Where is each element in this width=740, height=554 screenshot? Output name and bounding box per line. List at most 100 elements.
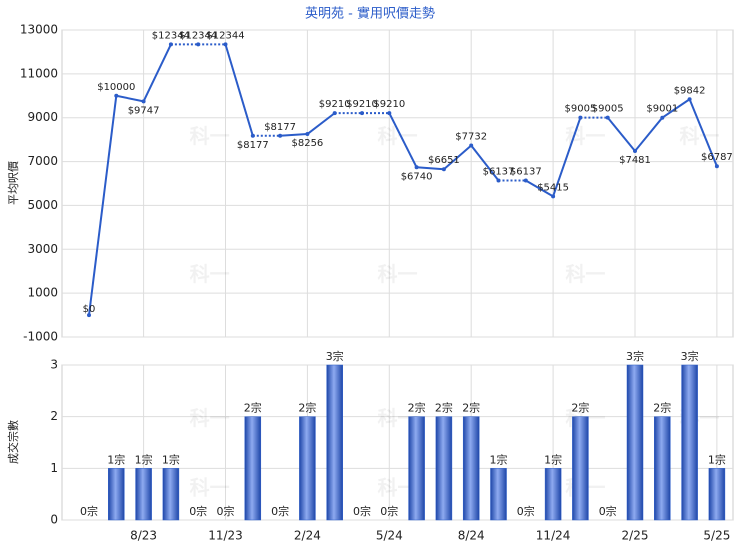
data-label: $9747 xyxy=(128,105,160,116)
point xyxy=(223,42,228,47)
data-label: 0宗 xyxy=(271,504,289,518)
watermark: 科一 xyxy=(190,124,230,148)
point xyxy=(332,111,337,116)
point xyxy=(250,133,255,138)
bar xyxy=(408,416,425,521)
data-label: 1宗 xyxy=(708,452,726,466)
data-label: 2宗 xyxy=(462,401,480,415)
point xyxy=(114,93,119,98)
data-label: $5415 xyxy=(537,182,569,193)
x-tick-label: 11/24 xyxy=(536,529,571,543)
data-label: 1宗 xyxy=(162,452,180,466)
data-label: 2宗 xyxy=(408,401,426,415)
bar xyxy=(654,416,671,521)
bar xyxy=(681,364,698,521)
y-tick-label: 1000 xyxy=(27,286,58,300)
data-label: $6651 xyxy=(428,155,460,166)
y-tick-label: 11000 xyxy=(20,66,58,80)
data-label: 2宗 xyxy=(653,401,671,415)
data-label: $8256 xyxy=(291,138,323,149)
bar xyxy=(572,416,589,521)
data-label: 2宗 xyxy=(244,401,262,415)
line-segment xyxy=(388,112,418,168)
data-label: 3宗 xyxy=(626,349,644,363)
x-tick-label: 8/23 xyxy=(130,529,157,543)
bar xyxy=(435,416,453,521)
data-label: 3宗 xyxy=(681,349,699,363)
data-label: $9005 xyxy=(592,104,624,115)
line-segment xyxy=(116,94,144,103)
bar xyxy=(544,468,562,521)
point xyxy=(633,149,637,154)
data-label: $9210 xyxy=(319,99,351,110)
line-segment xyxy=(443,144,472,170)
data-label: $9210 xyxy=(373,99,405,110)
y-tick-label: 13000 xyxy=(20,23,58,37)
point xyxy=(87,313,91,318)
y-tick-label: 1 xyxy=(50,461,58,475)
data-label: 2宗 xyxy=(435,401,453,415)
bar xyxy=(135,468,152,521)
line-segment xyxy=(280,133,308,137)
y-tick-label: 9000 xyxy=(27,110,58,124)
y-tick-label: 0 xyxy=(50,513,58,527)
bar xyxy=(244,416,262,521)
bar xyxy=(490,468,507,521)
bar xyxy=(108,468,125,521)
data-label: $12344 xyxy=(179,30,217,41)
point xyxy=(360,111,364,116)
data-label: $6137 xyxy=(510,166,542,177)
data-label: 0宗 xyxy=(80,504,98,518)
data-label: $0 xyxy=(83,304,96,315)
x-tick-label: 2/25 xyxy=(622,529,649,543)
line-segment xyxy=(661,98,691,119)
point xyxy=(578,115,583,120)
data-label: 1宗 xyxy=(490,452,508,466)
x-tick-label: 2/24 xyxy=(294,529,321,543)
data-label: 2宗 xyxy=(571,401,589,415)
bar xyxy=(626,364,644,521)
y-axis-title: 成交宗數 xyxy=(6,420,20,464)
data-label: 1宗 xyxy=(135,452,153,466)
watermark: 科一 xyxy=(565,262,605,286)
data-label: 0宗 xyxy=(380,504,398,518)
watermark: 科一 xyxy=(190,406,230,430)
x-tick-label: 8/24 xyxy=(458,529,485,543)
point xyxy=(168,42,173,47)
data-label: $12344 xyxy=(152,30,190,41)
line-segment xyxy=(470,144,500,182)
data-label: $8177 xyxy=(264,122,296,133)
data-label: 0宗 xyxy=(599,504,617,518)
bar xyxy=(708,468,726,521)
y-tick-label: 3 xyxy=(50,358,58,372)
bar xyxy=(162,468,180,521)
data-label: $7481 xyxy=(619,155,651,166)
x-tick-label: 5/24 xyxy=(376,529,403,543)
point xyxy=(441,167,446,172)
watermark: 科一 xyxy=(378,262,418,286)
point xyxy=(551,194,556,199)
x-tick-label: 5/25 xyxy=(703,529,730,543)
y-tick-label: -1000 xyxy=(23,330,58,344)
watermark: 科一 xyxy=(679,124,719,148)
point xyxy=(714,164,719,169)
data-label: 0宗 xyxy=(189,504,207,518)
y-tick-label: 7000 xyxy=(27,154,58,168)
data-label: $9005 xyxy=(564,104,596,115)
point xyxy=(305,132,310,137)
watermark: 科一 xyxy=(190,476,230,500)
line-segment xyxy=(525,179,554,198)
line-segment xyxy=(306,112,336,135)
chart-title: 英明苑 - 實用呎價走勢 xyxy=(305,6,435,22)
bar xyxy=(462,416,480,521)
point xyxy=(605,115,610,120)
line-segment xyxy=(606,116,636,152)
data-label: $8177 xyxy=(237,140,269,151)
line-segment xyxy=(634,117,664,152)
data-label: $10000 xyxy=(97,82,135,93)
data-label: $6137 xyxy=(483,166,515,177)
data-label: $9842 xyxy=(674,85,706,96)
y-tick-label: 2 xyxy=(50,409,58,423)
